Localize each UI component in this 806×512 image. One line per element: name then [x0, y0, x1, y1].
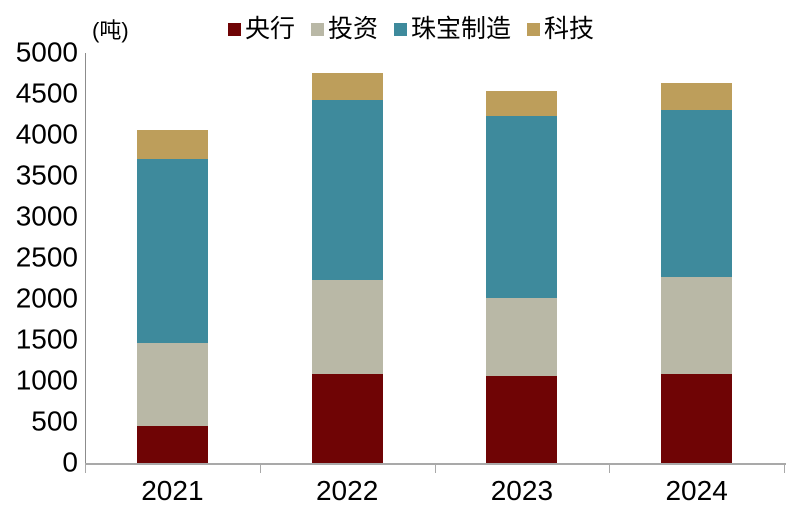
x-axis-line	[85, 463, 786, 465]
legend-item: 珠宝制造	[394, 17, 511, 42]
legend-swatch-科技	[527, 23, 541, 36]
bar-segment-2023-珠宝制造	[486, 116, 558, 299]
bar-segment-2021-科技	[136, 130, 208, 159]
bar-segment-2021-央行	[136, 426, 208, 463]
bar-segment-2023-央行	[486, 376, 558, 463]
y-axis-tick-label: 2000	[15, 282, 78, 314]
bar-segment-2021-投资	[136, 343, 208, 427]
legend-label: 珠宝制造	[411, 15, 512, 43]
x-axis-tick	[434, 465, 436, 473]
y-axis-tick-label: 4500	[15, 77, 78, 109]
legend-label: 投资	[328, 15, 379, 43]
y-axis-tick-label: 1000	[15, 364, 78, 396]
legend-swatch-央行	[228, 23, 241, 36]
bar-segment-2024-珠宝制造	[661, 109, 733, 277]
legend-label: 央行	[245, 15, 296, 43]
y-axis-tick-label: 5000	[15, 36, 78, 68]
bar-segment-2021-珠宝制造	[136, 158, 208, 344]
legend-item: 央行	[228, 17, 295, 42]
bar-segment-2022-央行	[311, 374, 383, 463]
x-axis-category-label: 2023	[490, 475, 554, 506]
y-axis-tick-label: 3500	[15, 159, 78, 191]
legend-swatch-投资	[311, 23, 325, 36]
y-axis-tick-label: 2500	[15, 241, 78, 273]
y-axis-tick-label: 500	[31, 405, 78, 437]
legend-item: 投资	[311, 17, 378, 42]
y-axis-line	[85, 53, 86, 463]
y-axis-tick-label: 0	[62, 446, 78, 478]
x-axis-tick	[259, 465, 261, 473]
y-axis-tick-label: 3000	[15, 200, 78, 232]
bar-segment-2022-投资	[311, 280, 383, 375]
x-axis-category-label: 2024	[665, 475, 728, 506]
x-axis-category-label: 2022	[315, 475, 379, 506]
legend-swatch-珠宝制造	[394, 23, 408, 36]
legend-item: 科技	[527, 17, 594, 42]
y-axis-tick-label: 1500	[15, 323, 78, 355]
bar-segment-2023-科技	[486, 90, 558, 117]
legend-label: 科技	[544, 15, 595, 43]
y-axis-unit-label: (吨)	[92, 18, 129, 43]
x-axis-tick	[85, 465, 86, 473]
bar-segment-2024-投资	[661, 276, 733, 374]
chart-legend: 央行 投资 珠宝制造 科技	[228, 17, 594, 42]
bar-segment-2023-投资	[486, 298, 558, 377]
bar-segment-2022-珠宝制造	[311, 99, 383, 281]
y-axis-tick-label: 4000	[15, 118, 78, 150]
bar-segment-2024-央行	[661, 373, 733, 463]
bar-segment-2022-科技	[311, 72, 383, 100]
bar-segment-2024-科技	[661, 82, 733, 110]
x-axis-tick	[609, 465, 611, 473]
x-axis-tick	[784, 465, 785, 473]
x-axis-category-label: 2021	[141, 475, 204, 506]
